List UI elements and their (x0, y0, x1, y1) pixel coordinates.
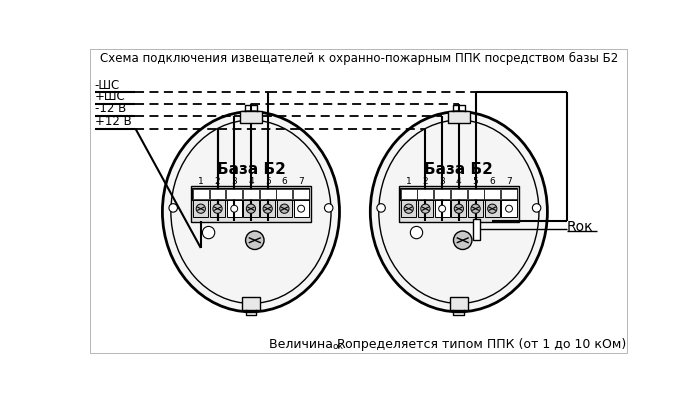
Text: 3: 3 (440, 177, 445, 185)
Text: 7: 7 (298, 177, 304, 185)
Bar (191, 186, 311, 222)
Circle shape (454, 231, 472, 250)
Bar (501, 200, 517, 217)
Text: 6: 6 (489, 177, 495, 185)
Bar (435, 200, 449, 217)
Circle shape (298, 205, 304, 212)
Circle shape (454, 204, 463, 213)
Bar (240, 111, 262, 123)
Bar (243, 189, 259, 199)
Text: ок: ок (332, 342, 344, 351)
Text: 6: 6 (281, 177, 287, 185)
Text: 4: 4 (456, 177, 462, 185)
Text: База Б2: База Б2 (216, 162, 286, 177)
Bar (501, 189, 517, 199)
Ellipse shape (370, 112, 547, 312)
Bar (473, 219, 480, 240)
Bar (276, 189, 293, 199)
Ellipse shape (162, 112, 340, 312)
Bar (484, 200, 500, 217)
Text: 2: 2 (423, 177, 428, 185)
Circle shape (533, 204, 541, 212)
Circle shape (202, 226, 215, 239)
Circle shape (231, 205, 238, 212)
Bar (226, 189, 242, 199)
Bar (293, 200, 309, 217)
Text: -12 В: -12 В (94, 102, 126, 115)
Text: Rок: Rок (567, 220, 594, 234)
Circle shape (471, 204, 480, 213)
Circle shape (505, 205, 512, 212)
Circle shape (196, 204, 205, 213)
Text: +ШС: +ШС (94, 90, 125, 103)
Bar (468, 200, 483, 217)
Circle shape (169, 204, 177, 212)
Bar (260, 200, 275, 217)
Text: определяется типом ППК (от 1 до 10 кОм): определяется типом ППК (от 1 до 10 кОм) (341, 338, 626, 351)
Text: 1: 1 (198, 177, 204, 185)
Circle shape (377, 204, 385, 212)
Bar (244, 200, 258, 217)
Bar (210, 200, 225, 217)
Bar (401, 200, 416, 217)
Text: База Б2: База Б2 (424, 162, 494, 177)
Text: Схема подключения извещателей к охранно-пожарным ППК посредством базы Б2: Схема подключения извещателей к охранно-… (99, 52, 618, 65)
Text: +12 В: +12 В (94, 115, 132, 128)
Bar (260, 189, 276, 199)
Circle shape (488, 204, 497, 213)
Bar (449, 297, 468, 310)
Bar (399, 186, 519, 222)
Bar (434, 189, 450, 199)
Bar (241, 297, 260, 310)
Bar (293, 189, 309, 199)
Circle shape (246, 231, 264, 250)
Circle shape (325, 204, 333, 212)
Text: 5: 5 (265, 177, 270, 185)
Text: 1: 1 (406, 177, 412, 185)
Text: -ШС: -ШС (94, 79, 120, 92)
Bar (451, 189, 467, 199)
Circle shape (246, 204, 256, 213)
Text: Величина R: Величина R (269, 338, 345, 351)
Bar (468, 189, 484, 199)
Bar (452, 200, 466, 217)
Bar (209, 189, 225, 199)
Bar (400, 188, 517, 200)
Bar (448, 111, 470, 123)
Circle shape (421, 204, 430, 213)
Bar (400, 189, 416, 199)
Bar (193, 188, 309, 200)
Circle shape (280, 204, 289, 213)
Circle shape (439, 205, 446, 212)
Bar (193, 189, 209, 199)
Text: 3: 3 (232, 177, 237, 185)
Bar (276, 200, 292, 217)
Circle shape (263, 204, 272, 213)
Bar (227, 200, 242, 217)
Text: 2: 2 (215, 177, 220, 185)
Text: 7: 7 (506, 177, 512, 185)
Circle shape (410, 226, 423, 239)
Circle shape (213, 204, 222, 213)
Text: 4: 4 (248, 177, 254, 185)
Bar (484, 189, 500, 199)
Bar (193, 200, 209, 217)
Bar (417, 189, 433, 199)
Text: 5: 5 (473, 177, 478, 185)
Bar (418, 200, 433, 217)
Circle shape (404, 204, 413, 213)
